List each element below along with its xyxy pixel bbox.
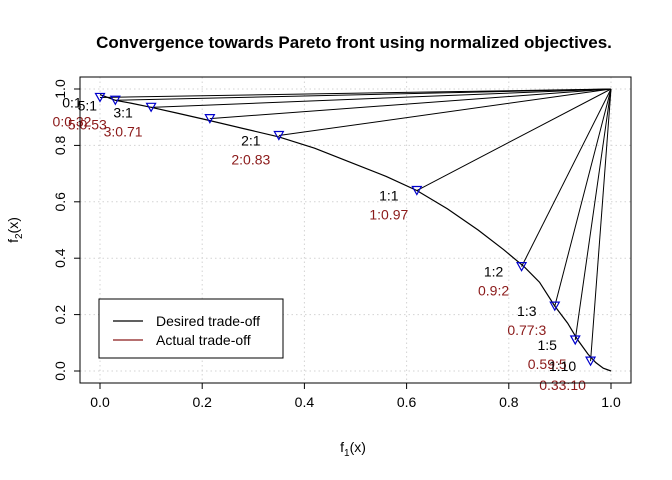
desired-label-9: 1:10 (549, 358, 576, 374)
legend-label-desired: Desired trade-off (156, 313, 260, 329)
solution-marker-1 (109, 95, 121, 106)
trade-off-ray-8 (574, 88, 612, 341)
desired-label-5: 1:1 (379, 188, 399, 204)
trade-off-ray-5 (416, 88, 612, 191)
x-tick-label-2: 0.4 (295, 394, 315, 410)
legend: Desired trade-off Actual trade-off (98, 298, 284, 359)
solution-marker-4 (273, 130, 285, 141)
desired-label-0: 0:1 (62, 94, 82, 110)
y-tick-label-2: 0.4 (52, 248, 68, 268)
y-tick-label-1: 0.2 (52, 305, 68, 325)
solution-marker-2 (145, 102, 157, 113)
x-tick-label-5: 1.0 (601, 394, 621, 410)
trade-off-ray-0 (99, 88, 612, 98)
actual-label-9: 0.33:10 (539, 377, 586, 393)
trade-off-ray-4 (278, 88, 612, 137)
desired-label-4: 2:1 (241, 133, 261, 149)
solution-marker-9 (585, 356, 597, 367)
trade-off-ray-2 (151, 88, 612, 108)
desired-label-2: 3:1 (113, 104, 133, 120)
trade-off-ray-1 (115, 88, 612, 101)
actual-label-0: 0:0.32 (53, 113, 92, 129)
solution-marker-0 (94, 92, 106, 103)
actual-label-2: 3:0.71 (104, 123, 143, 139)
y-tick-label-5: 1.0 (52, 79, 68, 99)
x-axis-title: f1(x) (340, 439, 366, 459)
pareto-front-line (99, 94, 612, 372)
x-axis: 0.0 0.2 0.4 0.6 0.8 1.0 (90, 382, 621, 410)
solution-marker-6 (516, 262, 528, 272)
actual-label-7: 0.77:3 (507, 322, 546, 338)
solution-marker-8 (569, 335, 581, 346)
y-tick-label-0: 0.0 (52, 361, 68, 381)
legend-label-actual: Actual trade-off (156, 332, 251, 348)
trade-off-ray-3 (209, 88, 612, 120)
legend-box (98, 298, 284, 359)
y-axis-title: f2(x) (5, 217, 25, 243)
trade-off-rays (99, 88, 612, 362)
y-axis: 0.0 0.2 0.4 0.6 0.8 1.0 (52, 79, 81, 381)
x-tick-label-3: 0.6 (397, 394, 417, 410)
grid-lines (80, 77, 631, 383)
trade-off-ray-7 (554, 88, 612, 307)
trade-off-ray-9 (590, 88, 612, 362)
x-tick-label-4: 0.8 (499, 394, 519, 410)
desired-label-6: 1:2 (484, 264, 504, 280)
chart-title: Convergence towards Pareto front using n… (96, 33, 612, 52)
trade-off-annotations: 0:1 0:0.325:1 5:0.53 3:1 3:0.71 2:1 2:0.83 1:1 1… (53, 94, 587, 393)
actual-label-5: 1:0.97 (369, 207, 408, 223)
actual-label-4: 2:0.83 (231, 152, 270, 168)
desired-label-7: 1:3 (517, 303, 537, 319)
desired-label-8: 1:5 (537, 337, 557, 353)
desired-label-1: 5:1 (78, 97, 98, 113)
solution-marker-3 (204, 114, 216, 124)
y-tick-label-3: 0.6 (52, 192, 68, 212)
x-tick-label-0: 0.0 (90, 394, 110, 410)
actual-label-6: 0.9:2 (478, 283, 509, 299)
solution-marker-5 (411, 185, 423, 196)
solution-markers (94, 92, 597, 367)
actual-label-1: 5:0.53 (68, 116, 107, 132)
trade-off-ray-6 (521, 88, 612, 267)
actual-label-8: 0.59:5 (528, 356, 567, 372)
x-tick-label-1: 0.2 (192, 394, 212, 410)
pareto-front (99, 94, 612, 372)
solution-marker-7 (549, 301, 561, 312)
y-tick-label-4: 0.8 (52, 135, 68, 155)
